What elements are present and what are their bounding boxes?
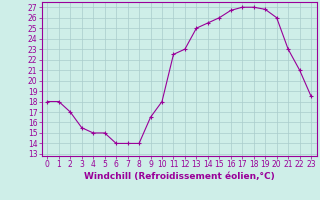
X-axis label: Windchill (Refroidissement éolien,°C): Windchill (Refroidissement éolien,°C) bbox=[84, 172, 275, 181]
